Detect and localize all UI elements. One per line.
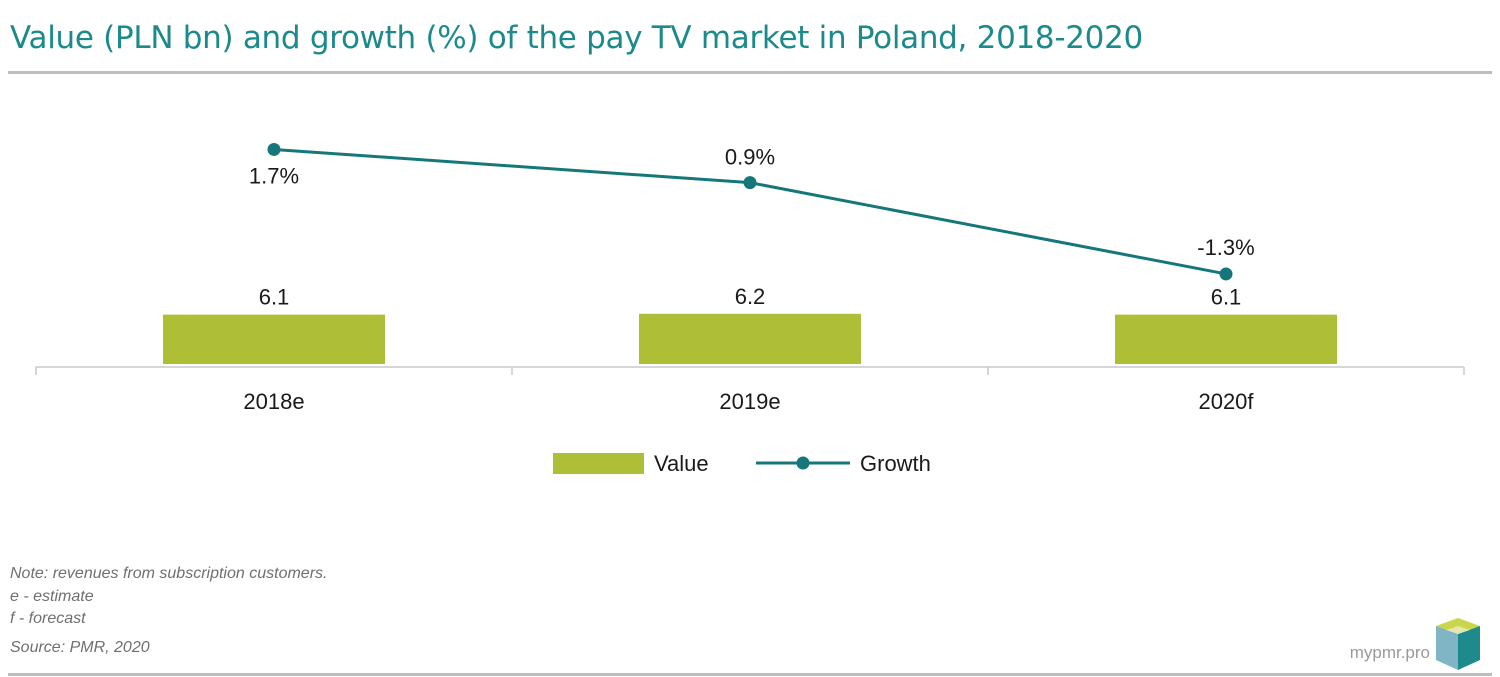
growth-data-label: -1.3%	[1197, 235, 1254, 260]
bar-value	[1115, 314, 1337, 364]
bar-value	[163, 314, 385, 364]
legend-value-swatch	[553, 453, 644, 474]
growth-point	[1219, 267, 1233, 281]
x-tick-label: 2018e	[243, 389, 304, 414]
growth-data-label: 0.9%	[725, 145, 775, 170]
title-divider	[8, 71, 1492, 74]
bar-data-label: 6.2	[735, 284, 766, 309]
growth-data-label: 1.7%	[249, 163, 299, 188]
pmr-cube-logo-icon	[1436, 618, 1480, 670]
note-forecast: f - forecast	[10, 610, 86, 627]
growth-point	[267, 142, 281, 156]
x-tick-label: 2020f	[1198, 389, 1254, 414]
source-text: Source: PMR, 2020	[10, 638, 150, 656]
chart-notes: Note: revenues from subscription custome…	[10, 563, 327, 659]
note-text: Note: revenues from subscription custome…	[10, 565, 328, 582]
bar-data-label: 6.1	[1211, 285, 1242, 310]
note-estimate: e - estimate	[10, 587, 94, 605]
legend-value-label: Value	[654, 451, 709, 476]
chart: 6.1 6.2 6.1 2018e 2019e 2020f 1.7% 0.9% -1.3% Val…	[35, 142, 1465, 476]
growth-point	[743, 176, 757, 190]
bar-data-label: 6.1	[259, 285, 290, 310]
chart-title: Value (PLN bn) and growth (%) of the pay…	[10, 20, 1143, 56]
legend-growth-label: Growth	[860, 451, 931, 476]
bar-value	[639, 313, 861, 364]
legend-growth-marker	[796, 456, 810, 470]
x-tick-label: 2019e	[719, 389, 780, 414]
brand-text[interactable]: mypmr.pro	[1349, 643, 1430, 662]
bottom-divider	[8, 673, 1492, 676]
